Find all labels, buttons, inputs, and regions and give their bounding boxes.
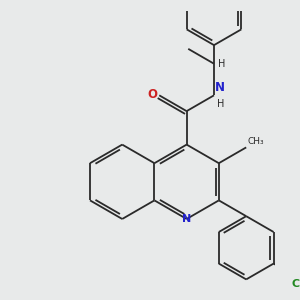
Text: N: N	[215, 81, 225, 94]
Text: O: O	[147, 88, 157, 101]
Text: Cl: Cl	[292, 278, 300, 289]
Text: H: H	[217, 99, 224, 109]
Text: N: N	[182, 214, 191, 224]
Text: H: H	[218, 59, 225, 69]
Text: CH₃: CH₃	[247, 137, 264, 146]
